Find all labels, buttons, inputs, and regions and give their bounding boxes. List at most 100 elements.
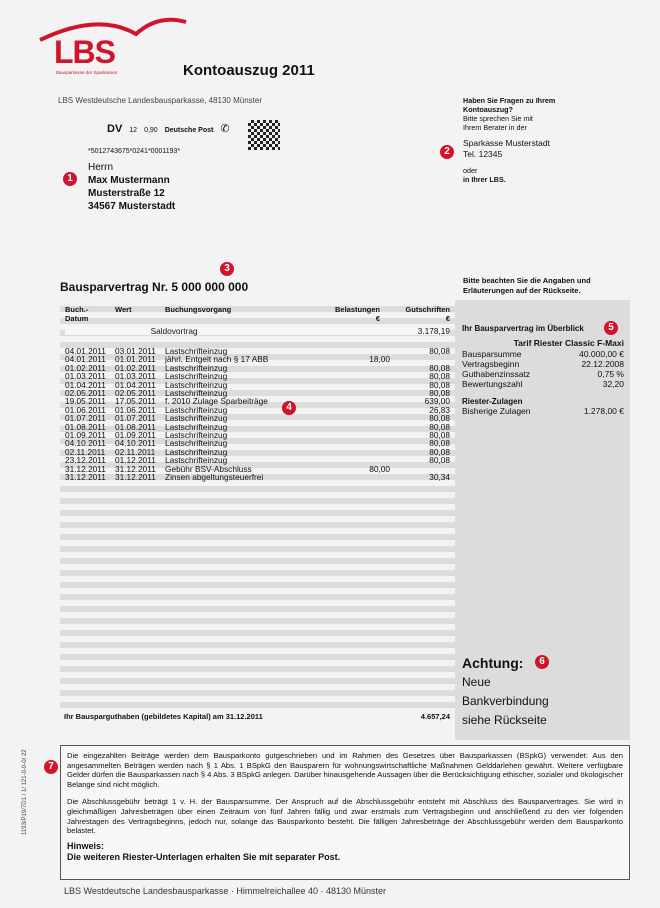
description: Gebühr BSV-Abschluss xyxy=(165,463,252,474)
table-row: 01.06.2011 01.06.2011 Lastschrifteinzug 26,… xyxy=(65,404,450,415)
overview-value: 40.000,00 € xyxy=(579,349,624,359)
debit xyxy=(325,448,390,456)
table-row: 01.04.2011 01.04.2011 Lastschrifteinzug 80,… xyxy=(65,379,450,390)
table-row: 02.11.2011 02.11.2011 Lastschrifteinzug 80,… xyxy=(65,446,450,457)
marker-2: 2 xyxy=(440,145,454,159)
booking-date: 01.06.2011 xyxy=(65,404,106,415)
value-date: 01.04.2011 xyxy=(115,379,156,390)
table-row: 19.05.2011 17.05.2011 f. 2010 Zulage Sparb… xyxy=(65,396,450,407)
credit: 639,00 xyxy=(424,396,450,407)
value-date: 03.01.2011 xyxy=(115,346,156,356)
credit: 30,34 xyxy=(429,472,450,482)
saldo-row: Saldovortrag 3.178,19 xyxy=(65,327,450,335)
overview-value: 32,20 xyxy=(602,379,624,389)
description: Lastschrifteinzug xyxy=(165,438,228,449)
value-date: 01.08.2011 xyxy=(115,421,156,432)
description: Lastschrifteinzug xyxy=(165,430,228,440)
table-row: 01.07.2011 01.07.2011 Lastschrifteinzug 80,… xyxy=(65,413,450,424)
table-row: 31.12.2011 31.12.2011 Gebühr BSV-Abschluss… xyxy=(65,463,450,474)
table-row: 01.03.2011 01.03.2011 Lastschrifteinzug 80,… xyxy=(65,371,450,382)
credit: 80,08 xyxy=(429,430,450,440)
table-row: 02.05.2011 02.05.2011 Lastschrifteinzug 80,… xyxy=(65,388,450,398)
debit xyxy=(325,439,390,447)
credit: 80,08 xyxy=(429,446,450,457)
overview-item: Bewertungszahl 32,20 xyxy=(462,379,624,389)
overview-panel: Ihr Bausparvertrag im Überblick Tarif Ri… xyxy=(455,300,630,740)
total-label: Ihr Bausparguthaben (gebildetes Kapital)… xyxy=(64,712,263,721)
value-date: 01.09.2011 xyxy=(115,430,156,440)
table-row: 04.01.2011 01.01.2011 jährl. Entgelt nach … xyxy=(65,354,450,365)
overview-item: Guthabenzinssatz 0,75 % xyxy=(462,369,624,379)
overview-label: Bewertungszahl xyxy=(462,379,523,389)
debit: 80,00 xyxy=(369,463,390,474)
table-header: Buch.- Datum Wert Buchungsvorgang Belast… xyxy=(65,305,450,323)
booking-date: 01.04.2011 xyxy=(65,379,106,390)
description: Lastschrifteinzug xyxy=(165,379,228,390)
credit: 80,08 xyxy=(429,371,450,382)
debit: 18,00 xyxy=(369,354,390,365)
booking-date: 01.08.2011 xyxy=(65,421,106,432)
booking-date: 01.07.2011 xyxy=(65,413,106,424)
credit: 80,08 xyxy=(429,438,450,449)
credit: 80,08 xyxy=(429,379,450,390)
table-row: 04.01.2011 03.01.2011 Lastschrifteinzug 80,… xyxy=(65,346,450,356)
barcode-number: *5012743675*0241*0001193* xyxy=(88,148,181,155)
description: Lastschrifteinzug xyxy=(165,404,228,415)
value-date: 17.05.2011 xyxy=(115,396,156,407)
booking-date: 31.12.2011 xyxy=(65,472,106,482)
debit xyxy=(325,372,390,380)
booking-date: 02.11.2011 xyxy=(65,446,106,457)
overview-list: Bausparsumme 40.000,00 € Vertragsbeginn 22.… xyxy=(462,349,624,389)
description: Lastschrifteinzug xyxy=(165,371,228,382)
description: Lastschrifteinzug xyxy=(165,346,228,356)
value-date: 01.03.2011 xyxy=(115,371,156,382)
marker-3: 3 xyxy=(220,262,234,276)
credit: 80,08 xyxy=(429,362,450,373)
transactions-table xyxy=(60,300,455,710)
description: Lastschrifteinzug xyxy=(165,421,228,432)
logo-arc-icon xyxy=(39,17,187,42)
booking-date: 31.12.2011 xyxy=(65,463,106,474)
booking-date: 23.12.2011 xyxy=(65,455,106,466)
postage-line: DV 12 0,90 Deutsche Post ✆ xyxy=(107,123,230,135)
rueckseite-notice: Bitte beachten Sie die Angaben und Erläut… xyxy=(463,276,591,295)
overview-item: Vertragsbeginn 22.12.2008 xyxy=(462,359,624,369)
credit: 80,08 xyxy=(429,346,450,356)
debit xyxy=(325,406,390,414)
marker-1: 1 xyxy=(63,172,77,186)
value-date: 01.06.2011 xyxy=(115,404,156,415)
overview-item: Bausparsumme 40.000,00 € xyxy=(462,349,624,359)
recipient-address: Herrn Max Mustermann Musterstraße 12 345… xyxy=(88,162,176,212)
sender-line: LBS Westdeutsche Landesbausparkasse, 481… xyxy=(58,96,262,105)
overview-label: Guthabenzinssatz xyxy=(462,369,531,379)
side-code: 1193/P19/7D1 / 1/ 121-0-0-0/ 22 xyxy=(22,749,28,835)
description: jährl. Entgelt nach § 17 ABB xyxy=(165,354,269,365)
value-date: 02.11.2011 xyxy=(115,446,156,457)
debit xyxy=(325,473,390,481)
credit: 80,08 xyxy=(429,421,450,432)
page-title: Kontoauszug 2011 xyxy=(183,62,315,79)
credit: 26,83 xyxy=(429,404,450,415)
debit xyxy=(325,364,390,372)
post-horn-icon: ✆ xyxy=(220,123,230,135)
value-date: 01.01.2011 xyxy=(115,354,156,365)
legal-notice-box: Die eingezahlten Beiträge werden dem Bau… xyxy=(60,745,630,880)
description: Lastschrifteinzug xyxy=(165,446,228,457)
value-date: 01.12.2011 xyxy=(115,455,156,466)
description: Zinsen abgeltungsteuerfrei xyxy=(165,472,264,482)
booking-date: 01.03.2011 xyxy=(65,371,106,382)
lbs-logo: LBS Bausparkasse der Sparkassen xyxy=(38,14,188,76)
description: Lastschrifteinzug xyxy=(165,362,228,373)
description: Lastschrifteinzug xyxy=(165,413,228,424)
marker-4: 4 xyxy=(282,401,296,415)
description: f. 2010 Zulage Sparbeiträge xyxy=(165,396,268,407)
credit: 80,08 xyxy=(429,413,450,424)
description: Lastschrifteinzug xyxy=(165,388,228,398)
table-row: 01.08.2011 01.08.2011 Lastschrifteinzug 80,… xyxy=(65,421,450,432)
attention-box: Achtung: Neue Bankverbindung siehe Rücks… xyxy=(462,655,549,727)
table-row: 04.10.2011 04.10.2011 Lastschrifteinzug 80,… xyxy=(65,438,450,449)
value-date: 01.02.2011 xyxy=(115,362,156,373)
debit xyxy=(325,381,390,389)
marker-5: 5 xyxy=(604,321,618,335)
debit xyxy=(325,431,390,439)
